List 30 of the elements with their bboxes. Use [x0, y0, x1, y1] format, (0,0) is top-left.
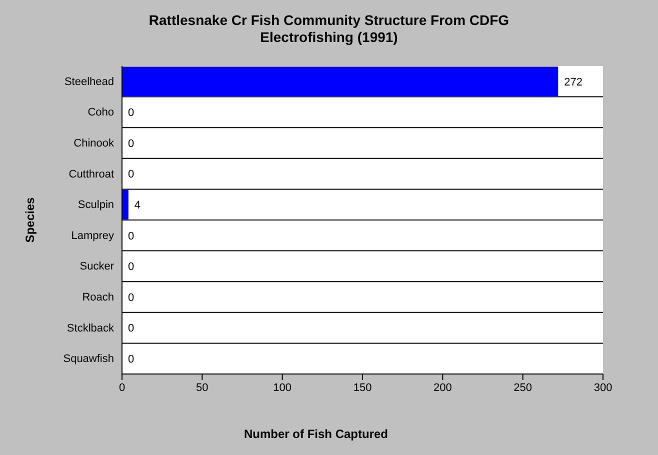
x-tick-label: 150 — [353, 382, 372, 394]
x-tick-label: 100 — [273, 382, 292, 394]
y-tick-label: Chinook — [74, 138, 114, 150]
data-label: 0 — [128, 292, 134, 304]
y-axis-title: Species — [23, 197, 37, 243]
y-tick-label: Coho — [88, 106, 114, 119]
x-tick-label: 200 — [433, 382, 452, 394]
data-label: 0 — [128, 261, 134, 274]
x-axis-title: Number of Fish Captured — [244, 427, 388, 441]
y-tick-label: Lamprey — [71, 230, 114, 242]
y-tick-label: Stcklback — [66, 322, 114, 334]
data-label: 0 — [128, 138, 134, 150]
x-tick-label: 300 — [594, 382, 612, 394]
data-label: 0 — [128, 230, 134, 242]
y-tick-label: Roach — [82, 292, 114, 304]
data-label: 272 — [564, 76, 582, 88]
y-tick-label: Squawfish — [63, 353, 114, 366]
data-label: 0 — [128, 353, 134, 366]
data-label: 0 — [128, 107, 134, 120]
data-label: 4 — [134, 199, 141, 212]
x-tick-label: 50 — [196, 382, 208, 394]
x-tick-label: 250 — [514, 382, 532, 394]
y-tick-label: Sucker — [80, 260, 114, 273]
y-tick-label: Cutthroat — [68, 168, 114, 180]
data-label: 0 — [128, 168, 134, 181]
chart-title: Rattlesnake Cr Fish Community Structure From CDFG Electrofishing (1991) — [148, 12, 510, 45]
x-tick-label: 0 — [118, 382, 126, 394]
data-label: 0 — [128, 322, 134, 335]
y-tick-label: Sculpin — [78, 199, 114, 212]
y-tick-label: Steelhead — [64, 76, 114, 88]
